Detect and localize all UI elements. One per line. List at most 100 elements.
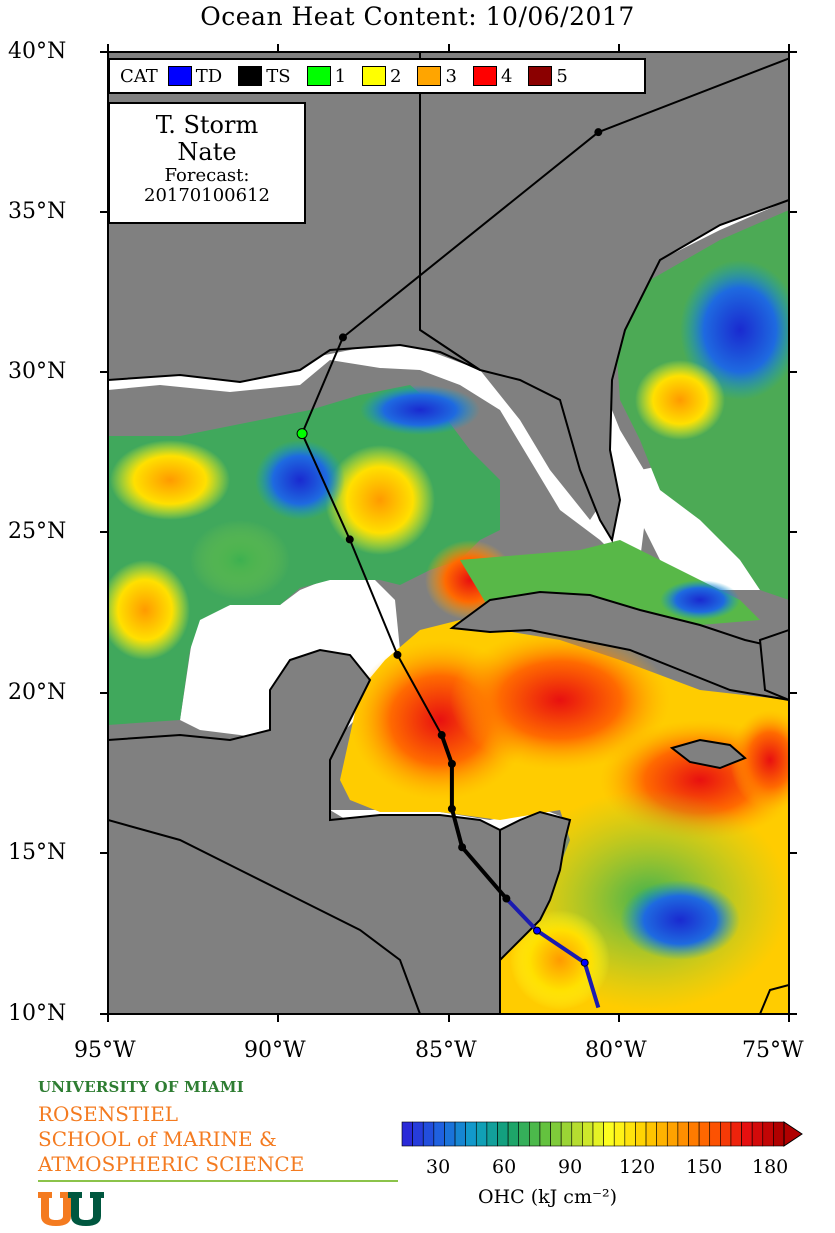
lon-label-95w: 95°W	[74, 1038, 136, 1063]
colorbar-cell	[486, 1121, 498, 1147]
colorbar-tick-30: 30	[426, 1156, 451, 1178]
legend-item-cat1: 1	[306, 65, 347, 87]
track-segment	[597, 57, 790, 134]
colorbar-cell	[529, 1121, 541, 1147]
axis-ticks	[100, 44, 797, 1022]
legend-swatch-cat3	[417, 66, 442, 86]
colorbar-cell	[497, 1121, 509, 1147]
mexico-land	[108, 648, 501, 1014]
track-segment	[535, 928, 586, 965]
colorbar-cell	[698, 1121, 711, 1147]
lon-label-75w: 75°W	[742, 1038, 804, 1063]
legend-label-cat1: 1	[334, 65, 347, 87]
florida-land	[419, 52, 789, 543]
coast-detail	[759, 984, 789, 1014]
colorbar-cell	[401, 1121, 413, 1147]
legend-label-cat3: 3	[445, 65, 457, 87]
lon-label-90w: 90°W	[244, 1038, 306, 1063]
school-line-1: ROSENSTIEL	[38, 1102, 179, 1126]
track-segment	[301, 337, 344, 434]
colorbar-cell	[475, 1121, 488, 1147]
colorbar-cell	[645, 1121, 657, 1147]
colorbar-cell	[730, 1121, 742, 1147]
lat-label-30n: 30°N	[8, 359, 67, 384]
colorbar-cell	[518, 1121, 530, 1147]
storm-type: T. Storm	[155, 111, 259, 139]
forecast-label: Forecast:	[164, 165, 250, 186]
track-segment	[439, 734, 454, 765]
colorbar-tick-120: 120	[619, 1156, 656, 1178]
track-segment	[449, 808, 465, 848]
shelf-no-data	[108, 60, 789, 560]
lon-label-80w: 80°W	[585, 1038, 647, 1063]
lat-label-40n: 40°N	[8, 39, 67, 64]
legend-item-cat4: 4	[472, 65, 513, 87]
legend-label-cat5: 5	[556, 65, 568, 87]
storm-info-box: T. Storm Nate Forecast: 20170100612	[108, 102, 306, 224]
track-point	[580, 958, 589, 967]
legend-swatch-cat4	[472, 66, 497, 86]
colorbar-cell	[613, 1121, 626, 1147]
colorbar-cell	[624, 1121, 636, 1147]
legend-cat-label: CAT	[120, 65, 158, 87]
track-point	[447, 759, 456, 768]
track-point	[437, 731, 446, 740]
colorbar-cell	[444, 1121, 456, 1147]
colorbar-cell	[688, 1121, 700, 1147]
legend-item-cat3: 3	[417, 65, 457, 87]
hispaniola-land	[758, 628, 789, 702]
legend-label-cat4: 4	[500, 65, 513, 87]
jamaica-land	[669, 738, 747, 770]
legend-swatch-cat2	[362, 66, 387, 86]
lat-label-25n: 25°N	[8, 519, 67, 544]
track-point	[594, 128, 603, 137]
colorbar-cell	[539, 1121, 551, 1147]
colorbar-cell	[507, 1121, 520, 1147]
legend-item-cat2: 2	[362, 66, 401, 87]
logo-divider	[38, 1180, 398, 1182]
track-segment	[348, 539, 399, 656]
forecast-id: 20170100612	[144, 185, 270, 206]
colorbar-cell	[635, 1121, 647, 1147]
track-segment	[582, 962, 601, 1009]
track-point	[345, 535, 354, 544]
track-segment	[460, 845, 508, 900]
colorbar-extension-arrow	[783, 1121, 803, 1147]
legend-label-ts: TS	[266, 65, 291, 87]
colorbar-tick-150: 150	[686, 1156, 723, 1178]
colorbar-label: OHC (kJ cm⁻²)	[478, 1186, 618, 1208]
colorbar-cell	[751, 1121, 764, 1147]
university-name: UNIVERSITY OF MIAMI	[38, 1078, 244, 1096]
legend-item-td: TD	[167, 65, 223, 87]
colorbar-tick-90: 90	[558, 1156, 583, 1178]
colorbar-cell	[666, 1121, 679, 1147]
colorbar-cell	[571, 1121, 583, 1147]
lat-label-10n: 10°N	[8, 1001, 67, 1026]
legend-swatch-ts	[238, 66, 263, 86]
legend-label-td: TD	[195, 65, 223, 87]
track-point	[447, 804, 456, 813]
colorbar-cell	[454, 1121, 466, 1147]
track-segment	[396, 654, 443, 736]
u-logo-icon	[38, 1192, 104, 1226]
track-segment	[342, 131, 599, 339]
lat-label-20n: 20°N	[8, 680, 67, 705]
legend-swatch-cat5	[528, 66, 553, 86]
category-legend: CAT TD TS 1 2 3 4 5	[108, 58, 646, 94]
legend-swatch-td	[167, 66, 192, 86]
colorbar-cell	[656, 1121, 668, 1147]
track-segment	[504, 897, 539, 933]
storm-track	[296, 57, 790, 1009]
track-point	[393, 650, 402, 659]
colorbar-cell	[603, 1121, 615, 1147]
map-title: Ocean Heat Content: 10/06/2017	[200, 2, 635, 31]
colorbar-cell	[433, 1121, 445, 1147]
legend-item-ts: TS	[238, 65, 291, 87]
colorbar-cell	[720, 1121, 732, 1147]
school-line-2: SCHOOL of MARINE &	[38, 1127, 277, 1151]
colorbar-cell	[741, 1121, 753, 1147]
colorbar-cell	[582, 1121, 594, 1147]
ocean-heat-map	[100, 44, 797, 1022]
colorbar-cell	[773, 1121, 785, 1147]
track-point	[502, 894, 511, 903]
